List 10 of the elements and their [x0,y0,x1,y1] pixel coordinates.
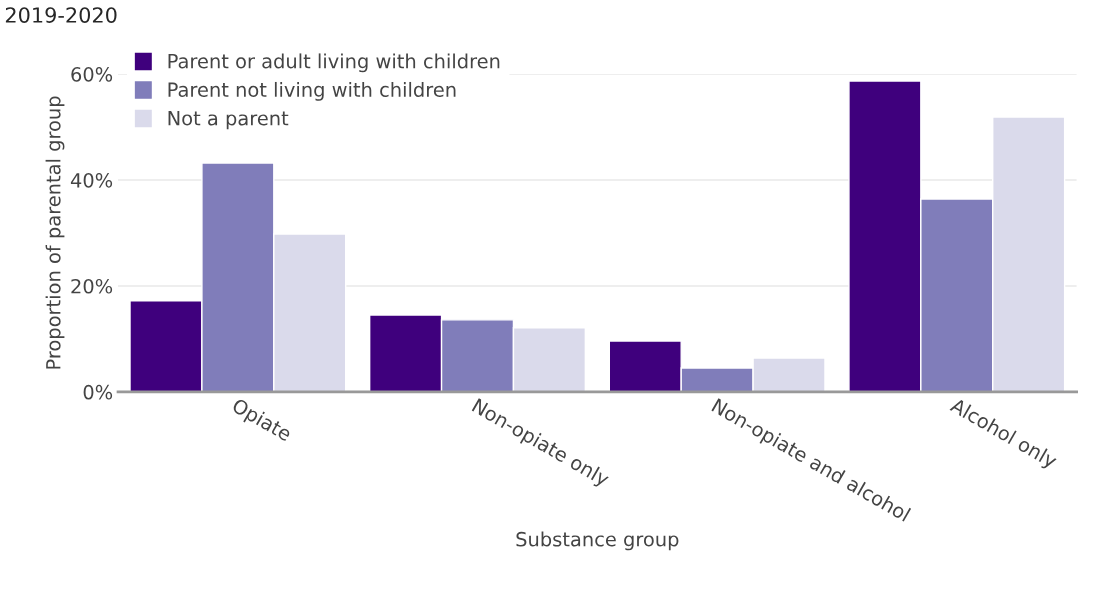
legend-label: Parent or adult living with children [168,53,500,73]
y-tick-label: 20% [71,278,113,294]
y-tick-label: 0% [83,384,113,400]
legend-label: Not a parent [168,111,289,130]
chart-title: 2019-2020 [5,7,117,23]
x-axis-title: Substance group [516,531,679,551]
legend-label: Parent not living with children [168,81,456,101]
y-tick-label: 40% [70,172,113,188]
y-axis-title: Proportion of parental group [45,96,65,369]
y-tick-label: 60% [71,67,113,82]
